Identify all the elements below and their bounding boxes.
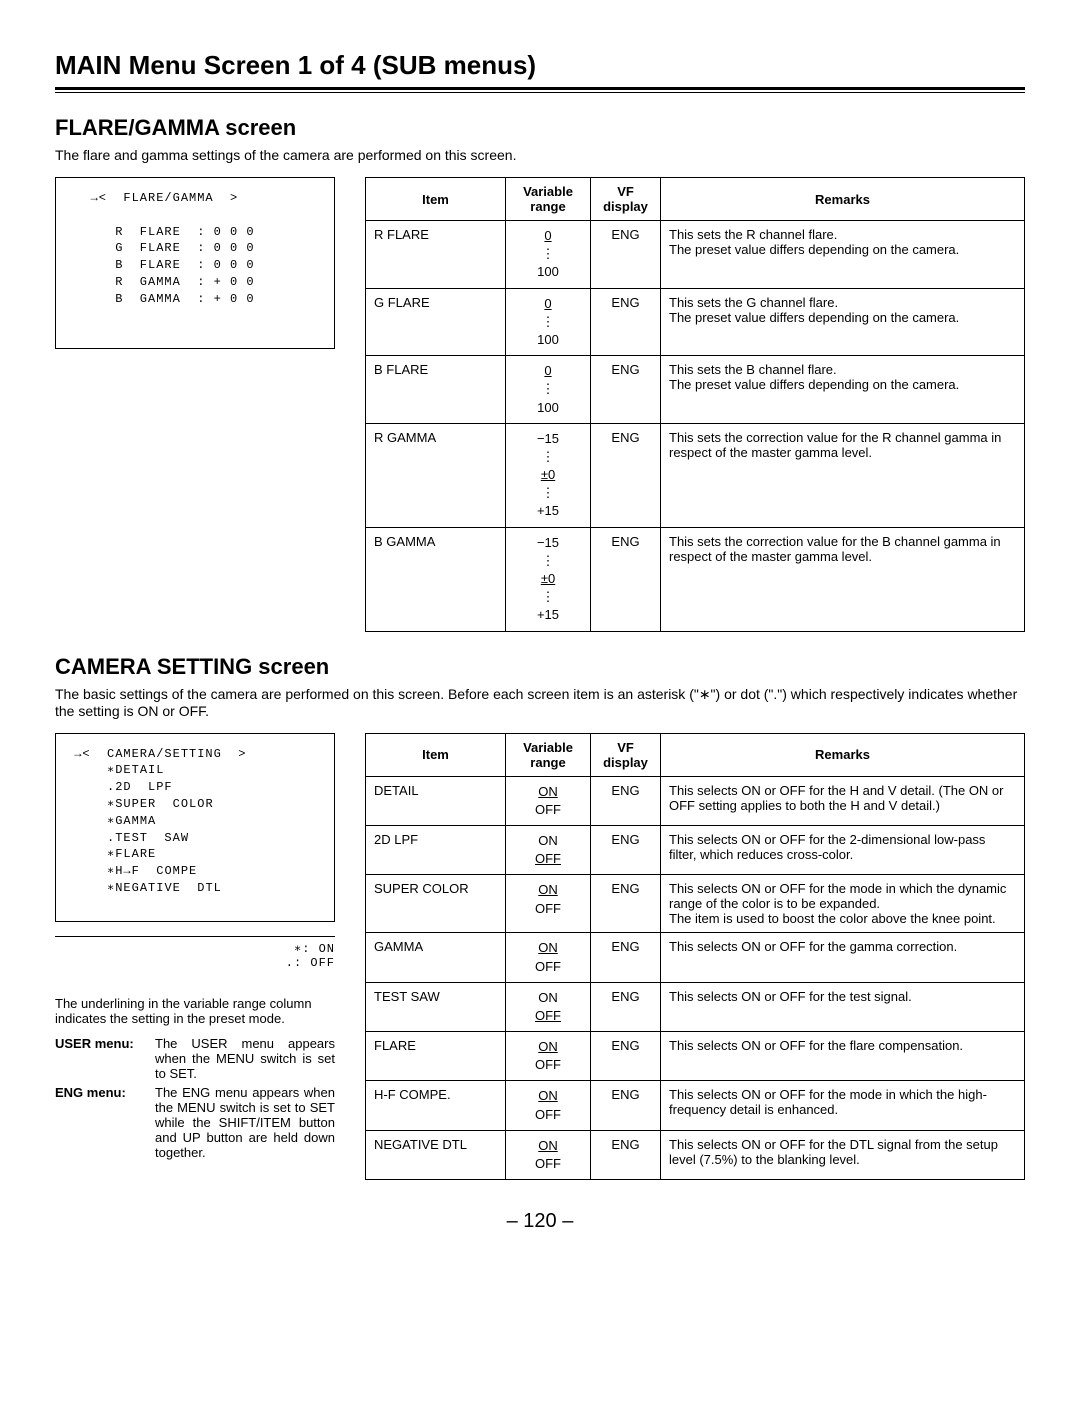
th-vf: VF display xyxy=(591,733,661,776)
th-item: Item xyxy=(366,178,506,221)
cell-remarks: This selects ON or OFF for the 2-dimensi… xyxy=(661,825,1025,874)
cell-item: GAMMA xyxy=(366,933,506,982)
cell-item: DETAIL xyxy=(366,776,506,825)
eng-menu-text: The ENG menu appears when the MENU switc… xyxy=(155,1085,335,1160)
cell-range: ONOFF xyxy=(506,982,591,1031)
cell-vf: ENG xyxy=(591,1081,661,1130)
camera-screen-box: →< CAMERA/SETTING > ∗DETAIL .2D LPF ∗SUP… xyxy=(55,733,335,922)
th-remarks: Remarks xyxy=(661,178,1025,221)
table-row: SUPER COLORONOFFENGThis selects ON or OF… xyxy=(366,875,1025,933)
cell-range: ONOFF xyxy=(506,933,591,982)
th-vf: VF display xyxy=(591,178,661,221)
cell-item: B GAMMA xyxy=(366,527,506,631)
cell-vf: ENG xyxy=(591,825,661,874)
cell-remarks: This selects ON or OFF for the H and V d… xyxy=(661,776,1025,825)
user-menu-text: The USER menu appears when the MENU swit… xyxy=(155,1036,335,1081)
cell-item: B FLARE xyxy=(366,356,506,424)
cell-remarks: This sets the B channel flare. The prese… xyxy=(661,356,1025,424)
th-remarks: Remarks xyxy=(661,733,1025,776)
cell-item: G FLARE xyxy=(366,288,506,356)
cell-item: SUPER COLOR xyxy=(366,875,506,933)
cell-range: ONOFF xyxy=(506,875,591,933)
cell-range: 0⋮100 xyxy=(506,356,591,424)
cell-remarks: This selects ON or OFF for the mode in w… xyxy=(661,1081,1025,1130)
cell-item: NEGATIVE DTL xyxy=(366,1130,506,1179)
cell-vf: ENG xyxy=(591,221,661,289)
cell-remarks: This sets the correction value for the R… xyxy=(661,423,1025,527)
cell-vf: ENG xyxy=(591,1130,661,1179)
cell-item: H-F COMPE. xyxy=(366,1081,506,1130)
cell-remarks: This selects ON or OFF for the DTL signa… xyxy=(661,1130,1025,1179)
cell-range: ONOFF xyxy=(506,825,591,874)
flare-screen-box: →< FLARE/GAMMA > R FLARE : 0 0 0 G FLARE… xyxy=(55,177,335,349)
cell-item: R GAMMA xyxy=(366,423,506,527)
cell-vf: ENG xyxy=(591,1032,661,1081)
cell-remarks: This selects ON or OFF for the test sign… xyxy=(661,982,1025,1031)
cell-range: ONOFF xyxy=(506,1130,591,1179)
cell-vf: ENG xyxy=(591,875,661,933)
cell-remarks: This sets the correction value for the B… xyxy=(661,527,1025,631)
cell-range: −15⋮±0⋮+15 xyxy=(506,527,591,631)
cell-remarks: This sets the G channel flare. The prese… xyxy=(661,288,1025,356)
cell-range: 0⋮100 xyxy=(506,221,591,289)
table-row: R FLARE0⋮100ENGThis sets the R channel f… xyxy=(366,221,1025,289)
camera-section-desc: The basic settings of the camera are per… xyxy=(55,686,1025,719)
cell-range: 0⋮100 xyxy=(506,288,591,356)
cell-range: ONOFF xyxy=(506,1081,591,1130)
table-row: FLAREONOFFENGThis selects ON or OFF for … xyxy=(366,1032,1025,1081)
camera-section-title: CAMERA SETTING screen xyxy=(55,654,1025,680)
eng-menu-def: ENG menu: The ENG menu appears when the … xyxy=(55,1085,335,1160)
flare-section-title: FLARE/GAMMA screen xyxy=(55,115,1025,141)
cell-remarks: This selects ON or OFF for the gamma cor… xyxy=(661,933,1025,982)
table-row: B GAMMA−15⋮±0⋮+15ENGThis sets the correc… xyxy=(366,527,1025,631)
cell-vf: ENG xyxy=(591,776,661,825)
page-number: – 120 – xyxy=(55,1210,1025,1233)
th-range: Variable range xyxy=(506,733,591,776)
cell-vf: ENG xyxy=(591,982,661,1031)
table-row: R GAMMA−15⋮±0⋮+15ENGThis sets the correc… xyxy=(366,423,1025,527)
cell-vf: ENG xyxy=(591,423,661,527)
table-row: TEST SAWONOFFENGThis selects ON or OFF f… xyxy=(366,982,1025,1031)
note-underline: The underlining in the variable range co… xyxy=(55,996,335,1026)
user-menu-def: USER menu: The USER menu appears when th… xyxy=(55,1036,335,1081)
user-menu-label: USER menu: xyxy=(55,1036,155,1081)
cell-item: FLARE xyxy=(366,1032,506,1081)
cell-vf: ENG xyxy=(591,527,661,631)
cell-remarks: This sets the R channel flare. The prese… xyxy=(661,221,1025,289)
cell-vf: ENG xyxy=(591,288,661,356)
table-row: 2D LPFONOFFENGThis selects ON or OFF for… xyxy=(366,825,1025,874)
table-row: G FLARE0⋮100ENGThis sets the G channel f… xyxy=(366,288,1025,356)
cell-range: −15⋮±0⋮+15 xyxy=(506,423,591,527)
table-row: NEGATIVE DTLONOFFENGThis selects ON or O… xyxy=(366,1130,1025,1179)
table-row: DETAILONOFFENGThis selects ON or OFF for… xyxy=(366,776,1025,825)
table-row: H-F COMPE.ONOFFENGThis selects ON or OFF… xyxy=(366,1081,1025,1130)
th-range: Variable range xyxy=(506,178,591,221)
table-row: B FLARE0⋮100ENGThis sets the B channel f… xyxy=(366,356,1025,424)
eng-menu-label: ENG menu: xyxy=(55,1085,155,1160)
cell-item: R FLARE xyxy=(366,221,506,289)
th-item: Item xyxy=(366,733,506,776)
flare-table: Item Variable range VF display Remarks R… xyxy=(365,177,1025,632)
cell-item: 2D LPF xyxy=(366,825,506,874)
cell-range: ONOFF xyxy=(506,1032,591,1081)
cell-item: TEST SAW xyxy=(366,982,506,1031)
table-row: GAMMAONOFFENGThis selects ON or OFF for … xyxy=(366,933,1025,982)
camera-table: Item Variable range VF display Remarks D… xyxy=(365,733,1025,1181)
main-title: MAIN Menu Screen 1 of 4 (SUB menus) xyxy=(55,50,1025,81)
cell-vf: ENG xyxy=(591,933,661,982)
cell-vf: ENG xyxy=(591,356,661,424)
flare-section-desc: The flare and gamma settings of the came… xyxy=(55,147,1025,163)
title-rule xyxy=(55,87,1025,93)
cell-remarks: This selects ON or OFF for the mode in w… xyxy=(661,875,1025,933)
camera-legend: ∗: ON .: OFF xyxy=(55,936,335,970)
cell-remarks: This selects ON or OFF for the flare com… xyxy=(661,1032,1025,1081)
cell-range: ONOFF xyxy=(506,776,591,825)
